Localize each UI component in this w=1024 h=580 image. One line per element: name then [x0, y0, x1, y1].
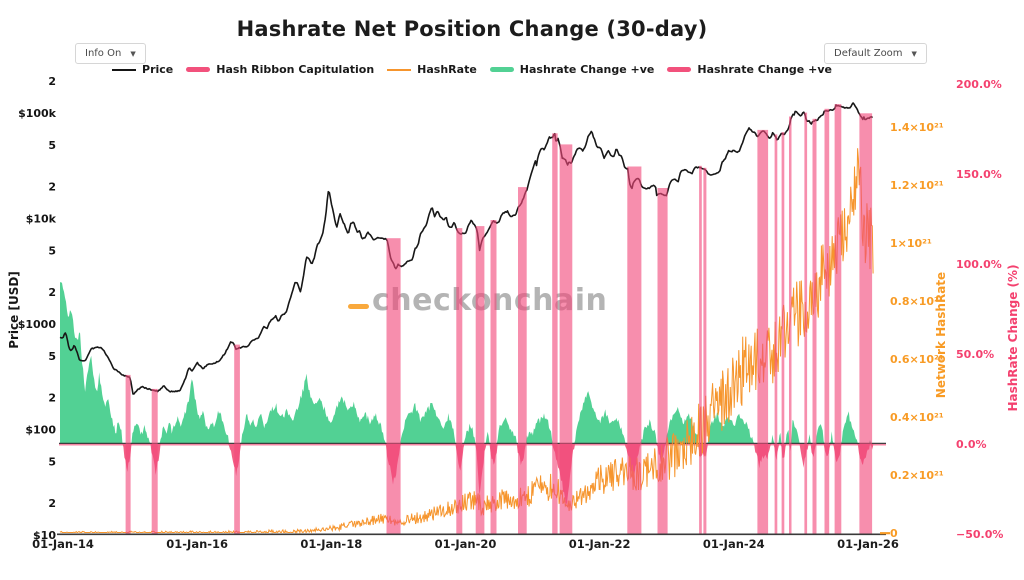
- change-tick-label: −50.0%: [956, 528, 1003, 541]
- capitulation-band: [518, 187, 527, 535]
- hashrate-tick-label: 0.8×10²¹: [890, 295, 944, 308]
- capitulation-band: [824, 108, 830, 535]
- legend-item-hashrate[interactable]: HashRate: [387, 63, 477, 76]
- x-tick-label: 01-Jan-14: [32, 537, 94, 551]
- hash-ribbon-capitulation-swatch-icon: [186, 67, 211, 72]
- capitulation-band: [627, 166, 642, 535]
- legend: Price Hash Ribbon Capitulation HashRate Has…: [0, 63, 944, 76]
- chevron-down-icon: ▼: [911, 49, 917, 58]
- info-dropdown[interactable]: Info On ▼: [75, 43, 146, 64]
- change-tick-label: 150.0%: [956, 168, 1002, 181]
- price-tick-label: 2: [48, 497, 56, 510]
- capitulation-band: [475, 226, 485, 535]
- price-tick-label: $10k: [26, 213, 57, 226]
- legend-item-hash-ribbon-capitulation[interactable]: Hash Ribbon Capitulation: [186, 63, 374, 76]
- price-axis-title: Price [USD]: [7, 271, 21, 349]
- capitulation-band: [386, 238, 401, 535]
- hashrate-change-pos-swatch-icon: [489, 67, 514, 72]
- capitulation-band: [456, 228, 463, 535]
- hashrate-swatch-icon: [387, 68, 412, 71]
- x-tick-label: 01-Jan-24: [703, 537, 765, 551]
- hashrate-tick-label: 0: [890, 527, 898, 540]
- legend-item-hashrate-change-neg[interactable]: Hashrate Change +ve: [667, 63, 832, 76]
- price-tick-label: 5: [48, 455, 56, 468]
- capitulation-band: [703, 167, 707, 535]
- price-tick-label: 2: [48, 75, 56, 88]
- zoom-dropdown[interactable]: Default Zoom ▼: [824, 43, 927, 64]
- hashrate-tick-label: 0.6×10²¹: [890, 353, 944, 366]
- watermark-underscore-icon: [348, 304, 369, 309]
- legend-item-label: Price: [142, 63, 174, 76]
- legend-item-label: Hash Ribbon Capitulation: [216, 63, 375, 76]
- capitulation-band: [234, 344, 240, 535]
- price-tick-label: 5: [48, 244, 56, 257]
- capitulation-band: [789, 116, 792, 535]
- price-swatch-icon: [112, 68, 137, 71]
- legend-item-label: Hashrate Change +ve: [519, 63, 655, 76]
- capitulation-band: [757, 129, 769, 535]
- hashrate-tick-label: 1.4×10²¹: [890, 121, 944, 134]
- capitulation-band: [774, 134, 778, 535]
- hashrate-line: [59, 148, 874, 535]
- price-tick-label: $100k: [18, 107, 57, 120]
- capitulation-band: [559, 144, 573, 535]
- info-dropdown-label: Info On: [85, 48, 122, 59]
- x-tick-label: 01-Jan-20: [435, 537, 497, 551]
- legend-item-hashrate-change-pos[interactable]: Hashrate Change +ve: [489, 63, 655, 76]
- capitulation-band: [859, 113, 873, 535]
- change-tick-label: 100.0%: [956, 258, 1002, 271]
- capitulation-band: [812, 118, 817, 535]
- capitulation-band: [804, 112, 808, 535]
- change-axis-title: HashRate Change (%): [1006, 264, 1020, 412]
- change-tick-label: 0.0%: [956, 438, 987, 451]
- hashrate-axis-title: Network HashRate: [934, 271, 948, 399]
- hashrate-tick-label: 0.4×10²¹: [890, 411, 944, 424]
- change-tick-label: 50.0%: [956, 348, 994, 361]
- price-tick-label: 5: [48, 350, 56, 363]
- change-tick-label: 200.0%: [956, 78, 1002, 91]
- hashrate-change-negative-area: [60, 443, 874, 506]
- price-tick-label: 2: [48, 286, 56, 299]
- x-tick-label: 01-Jan-16: [166, 537, 228, 551]
- hashrate-tick-label: 0.2×10²¹: [890, 469, 944, 482]
- legend-item-label: HashRate: [417, 63, 477, 76]
- x-tick-label: 01-Jan-22: [569, 537, 631, 551]
- capitulation-band: [125, 374, 131, 535]
- capitulation-band: [781, 132, 785, 535]
- zoom-dropdown-label: Default Zoom: [834, 48, 903, 59]
- capitulation-band: [490, 220, 497, 535]
- chevron-down-icon: ▼: [130, 49, 136, 58]
- hashrate-change-neg-swatch-icon: [667, 67, 692, 72]
- capitulation-band: [834, 104, 842, 535]
- legend-item-price[interactable]: Price: [112, 63, 173, 76]
- price-tick-label: 2: [48, 392, 56, 405]
- capitulation-band: [699, 165, 702, 535]
- capitulation-band: [552, 133, 558, 535]
- hashrate-tick-label: 1.2×10²¹: [890, 179, 944, 192]
- price-line: [59, 102, 874, 395]
- capitulation-band: [657, 188, 668, 535]
- price-tick-label: $1000: [18, 318, 57, 331]
- price-tick-label: $10: [33, 529, 56, 542]
- capitulation-band: [151, 388, 158, 535]
- x-tick-label: 01-Jan-18: [300, 537, 362, 551]
- price-tick-label: 2: [48, 181, 56, 194]
- page-title: Hashrate Net Position Change (30-day): [236, 17, 708, 41]
- hashrate-tick-label: 1×10²¹: [890, 237, 932, 250]
- price-tick-label: $100: [25, 424, 56, 437]
- legend-item-label: Hashrate Change +ve: [697, 63, 832, 76]
- price-tick-label: 5: [48, 139, 56, 152]
- x-tick-label: 01-Jan-26: [837, 537, 899, 551]
